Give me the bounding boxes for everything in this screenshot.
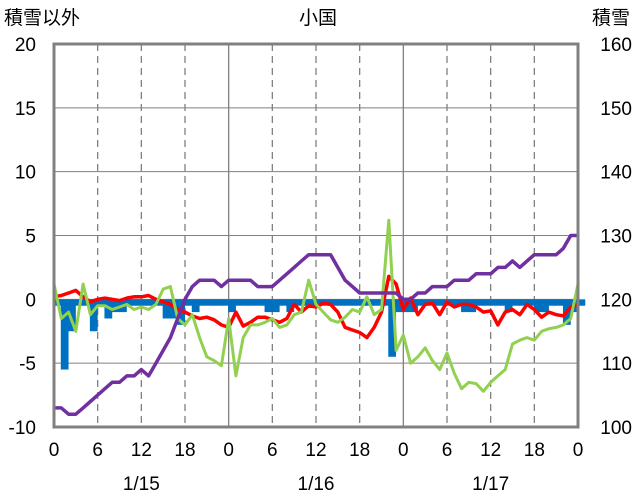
bar	[526, 299, 535, 306]
x-hour-tick: 12	[131, 440, 152, 461]
y-left-tick: -10	[9, 418, 36, 439]
bar	[271, 299, 280, 313]
x-hour-tick: 18	[174, 440, 195, 461]
bar	[199, 299, 207, 306]
bar	[395, 299, 404, 313]
bar	[206, 299, 215, 306]
chart-title: 小国	[299, 7, 337, 29]
bar	[162, 299, 171, 319]
bar	[213, 299, 222, 306]
x-hour-tick: 12	[480, 440, 501, 461]
bar	[89, 299, 98, 332]
x-hour-tick: 6	[267, 440, 278, 461]
x-hour-tick: 12	[305, 440, 326, 461]
x-hour-tick: 6	[442, 440, 453, 461]
bar	[453, 299, 462, 306]
bar	[519, 299, 528, 306]
bar	[337, 299, 346, 306]
bar	[388, 299, 397, 357]
bar	[533, 299, 542, 313]
x-hour-tick: 0	[398, 440, 409, 461]
bar	[235, 299, 244, 306]
bar	[548, 299, 557, 306]
bar	[497, 299, 506, 306]
bar	[315, 299, 324, 306]
bar	[373, 299, 382, 306]
bar	[264, 299, 273, 313]
bar	[541, 299, 549, 313]
bar	[504, 299, 513, 313]
x-date-label: 1/16	[298, 474, 335, 495]
y-left-tick: 20	[15, 35, 36, 56]
y-right-tick: 110	[602, 354, 632, 375]
lines	[52, 218, 580, 416]
bar	[293, 299, 302, 306]
bar	[220, 299, 229, 306]
x-hour-tick: 0	[223, 440, 234, 461]
y-right-tick: 130	[600, 227, 632, 248]
x-hour-tick: 0	[573, 440, 584, 461]
bar	[242, 299, 251, 306]
bar	[330, 299, 338, 306]
x-hour-tick: 6	[92, 440, 103, 461]
bar	[439, 299, 447, 306]
x-hour-tick: 18	[524, 440, 545, 461]
bar	[279, 299, 287, 306]
grid	[54, 44, 578, 427]
bar	[286, 299, 295, 313]
bar	[191, 299, 200, 313]
y-left-tick: 10	[15, 163, 36, 184]
y-right-tick: 150	[600, 99, 632, 120]
bar	[140, 299, 149, 306]
y-right-tick: 120	[600, 290, 632, 311]
bar	[60, 299, 69, 370]
bar	[577, 299, 586, 306]
bar	[133, 299, 142, 306]
y-right-label: 積雪	[592, 7, 630, 29]
bar	[111, 299, 120, 313]
y-left-tick: -5	[19, 354, 36, 375]
bar	[431, 299, 440, 306]
bar	[555, 299, 564, 306]
y-left-tick: 0	[25, 290, 36, 311]
plot-frame	[52, 42, 580, 429]
bar	[417, 299, 426, 306]
x-date-label: 1/15	[123, 474, 160, 495]
bar	[490, 299, 498, 306]
y-left-tick: 5	[25, 227, 36, 248]
y-left-tick: 15	[15, 99, 36, 120]
series-line-purple	[54, 233, 578, 416]
bar	[257, 299, 266, 306]
x-hour-tick: 0	[49, 440, 60, 461]
bar	[475, 299, 484, 306]
bar	[68, 299, 76, 332]
series-line-green	[52, 218, 580, 393]
bar	[512, 299, 520, 306]
x-date-label: 1/17	[472, 474, 509, 495]
bar	[155, 299, 164, 306]
bar	[351, 299, 360, 306]
y-left-label: 積雪以外	[4, 7, 80, 29]
bar	[344, 299, 353, 306]
y-right-tick: 160	[600, 35, 632, 56]
y-right-tick: 100	[600, 418, 632, 439]
bar	[250, 299, 258, 306]
x-hour-tick: 18	[349, 440, 370, 461]
bar	[97, 299, 105, 306]
bar	[126, 299, 135, 306]
bar	[482, 299, 491, 306]
bar	[228, 299, 236, 313]
bar	[148, 299, 156, 306]
bar	[308, 299, 316, 306]
bar	[184, 299, 193, 306]
y-right-tick: 140	[600, 163, 632, 184]
series-line-red	[53, 274, 579, 340]
